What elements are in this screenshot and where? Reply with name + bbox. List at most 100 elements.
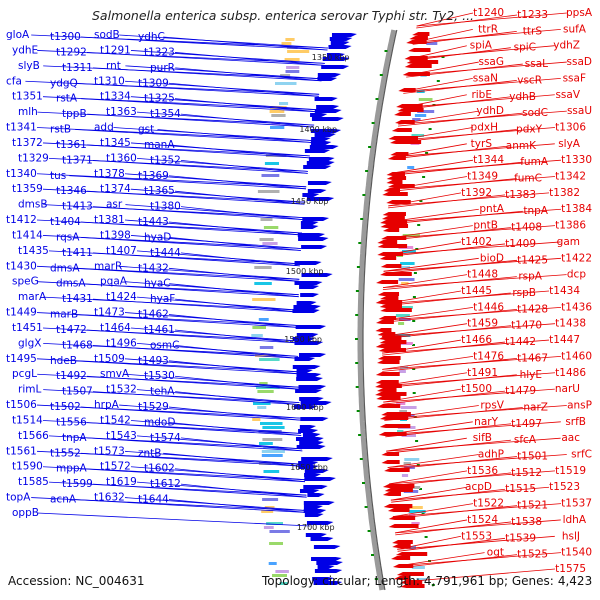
- gene-label: t1384: [561, 203, 592, 215]
- leader-line: [174, 190, 305, 205]
- leader-line: [385, 227, 512, 241]
- gene-label: smvA: [100, 368, 130, 380]
- gene-label: t1542: [100, 414, 131, 426]
- leader-line: [406, 61, 567, 76]
- forward-gene-mark: [304, 149, 331, 153]
- leader-line: [385, 423, 512, 438]
- gene-label: anmK: [506, 140, 537, 152]
- gene-label: t1292: [56, 46, 87, 58]
- gene-label: t1525: [517, 549, 548, 561]
- leader-line: [92, 344, 299, 359]
- leader-line: [394, 519, 468, 534]
- gc-marker: [356, 410, 360, 412]
- forward-gene-mark: [312, 577, 334, 581]
- forward-gene-mark: [302, 217, 330, 221]
- gene-label: rstB: [50, 124, 71, 136]
- gene-label: ppsA: [566, 7, 593, 19]
- gene-label: t1352: [150, 154, 181, 166]
- leader-line: [119, 404, 301, 419]
- gc-marker: [425, 152, 429, 154]
- reverse-gene-mark: [376, 396, 401, 400]
- reverse-gene-mark: [381, 452, 400, 456]
- feature-category-block: [408, 510, 426, 513]
- feature-category-block: [263, 226, 279, 229]
- reverse-gene-mark: [380, 308, 412, 312]
- gc-marker: [375, 98, 379, 100]
- gene-label: t1291: [100, 44, 131, 56]
- leader-line: [37, 373, 299, 388]
- accession-readout: Accession: NC_004631: [8, 574, 145, 588]
- reverse-gene-mark: [384, 488, 413, 492]
- genes-value: 4,423: [557, 574, 593, 588]
- gene-label: t1374: [100, 183, 131, 195]
- forward-gene-mark: [303, 509, 327, 513]
- feature-category-block: [400, 406, 417, 409]
- reverse-gene-mark: [382, 484, 415, 488]
- feature-category-block: [400, 262, 415, 265]
- feature-category-block: [271, 114, 286, 117]
- forward-gene-mark: [301, 245, 328, 249]
- leader-line: [92, 391, 300, 405]
- leader-line: [395, 127, 473, 141]
- gene-label: osmC: [150, 339, 179, 351]
- forward-gene-mark: [321, 65, 350, 69]
- gene-label: t1514: [12, 414, 43, 426]
- forward-gene-mark: [302, 193, 320, 197]
- gene-label: gloA: [6, 29, 30, 41]
- gc-marker: [360, 218, 364, 220]
- gene-label: t1506: [6, 399, 37, 411]
- forward-gene-mark: [296, 445, 326, 449]
- leader-line: [403, 78, 473, 92]
- gene-label: t1398: [100, 229, 131, 241]
- gene-label: t1413: [62, 201, 93, 213]
- leader-line: [386, 439, 511, 454]
- leader-line: [386, 208, 479, 223]
- reverse-gene-mark: [392, 540, 413, 544]
- forward-gene-mark: [300, 401, 332, 405]
- gc-marker: [431, 584, 435, 586]
- gene-label: t1329: [18, 152, 49, 164]
- reverse-gene-mark: [387, 508, 410, 512]
- feature-category-block: [279, 582, 288, 585]
- accession-value: NC_004631: [75, 574, 145, 588]
- forward-gene-mark: [310, 141, 332, 145]
- gene-label: t1407: [106, 245, 137, 257]
- leader-line: [389, 178, 517, 192]
- feature-category-block: [281, 42, 292, 45]
- forward-gene-mark: [294, 261, 322, 265]
- gene-label: ydgQ: [50, 77, 78, 89]
- forward-gene-mark: [307, 189, 327, 193]
- forward-gene-mark: [304, 473, 322, 477]
- feature-category-block: [263, 526, 274, 529]
- leader-line: [382, 276, 517, 290]
- gene-label: t1537: [561, 498, 592, 510]
- leader-line: [387, 454, 567, 468]
- gene-label: narZ: [523, 401, 548, 413]
- feature-category-block: [253, 402, 271, 405]
- feature-category-block: [252, 418, 261, 421]
- feature-category-block: [259, 382, 268, 385]
- feature-category-block: [417, 110, 435, 113]
- topology-value: circular: [322, 574, 367, 588]
- feature-category-block: [407, 166, 415, 169]
- leader-line: [393, 145, 511, 160]
- leader-line: [382, 290, 462, 305]
- gene-label: t1491: [467, 367, 498, 379]
- gene-label: t1522: [473, 498, 504, 510]
- gc-marker: [362, 194, 366, 196]
- forward-gene-mark: [300, 221, 319, 225]
- reverse-gene-mark: [380, 224, 409, 228]
- leader-line: [169, 237, 301, 251]
- leader-line: [174, 329, 299, 344]
- gc-marker: [355, 362, 359, 364]
- feature-category-block: [259, 238, 274, 241]
- forward-gene-mark: [311, 137, 331, 141]
- forward-gene-mark: [330, 41, 350, 45]
- gene-label: srfC: [571, 449, 592, 461]
- feature-category-block: [418, 98, 433, 101]
- gene-label: mlh: [18, 106, 38, 118]
- gene-label: purR: [150, 62, 175, 74]
- forward-gene-mark: [317, 565, 335, 569]
- kbp-tick-label: 1650 kbp: [290, 463, 328, 472]
